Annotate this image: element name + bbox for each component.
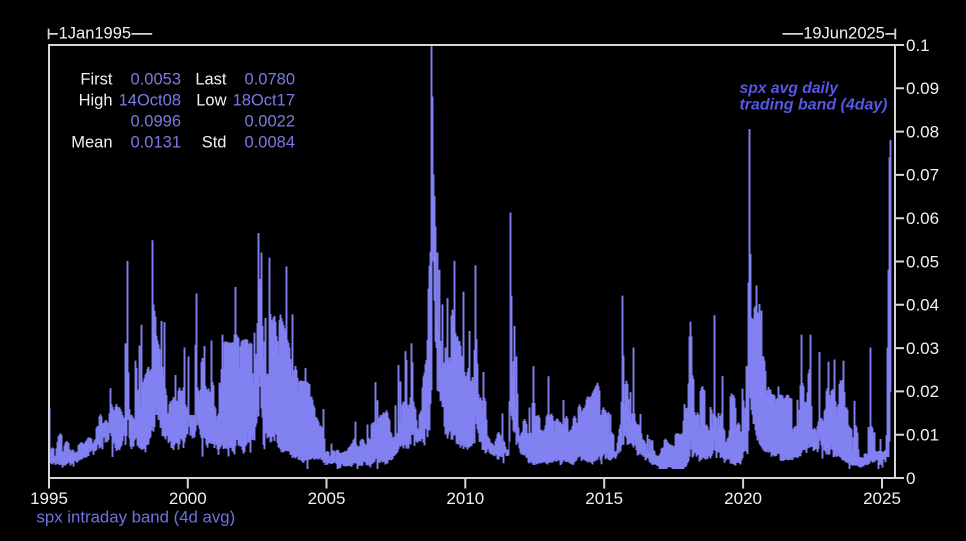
svg-text:First: First — [80, 71, 112, 89]
svg-text:1Jan1995: 1Jan1995 — [59, 25, 132, 43]
svg-text:0.0780: 0.0780 — [245, 71, 295, 89]
svg-text:0.0131: 0.0131 — [131, 134, 181, 152]
svg-text:0.1: 0.1 — [906, 36, 930, 55]
svg-text:Last: Last — [195, 71, 227, 89]
svg-text:1995: 1995 — [30, 489, 68, 508]
svg-text:2025: 2025 — [863, 489, 901, 508]
svg-text:2020: 2020 — [724, 489, 762, 508]
svg-text:2005: 2005 — [308, 489, 346, 508]
svg-text:0.0053: 0.0053 — [131, 71, 181, 89]
svg-text:0.01: 0.01 — [906, 426, 939, 445]
svg-text:0.04: 0.04 — [906, 296, 939, 315]
svg-text:0.02: 0.02 — [906, 382, 939, 401]
svg-text:spx avg daily: spx avg daily — [740, 80, 840, 97]
svg-text:0.08: 0.08 — [906, 122, 939, 141]
svg-text:0.03: 0.03 — [906, 339, 939, 358]
svg-text:2015: 2015 — [585, 489, 623, 508]
svg-text:19Jun2025: 19Jun2025 — [803, 25, 885, 43]
svg-text:trading band (4day): trading band (4day) — [740, 96, 888, 113]
svg-text:18Oct17: 18Oct17 — [233, 92, 295, 110]
svg-text:0.06: 0.06 — [906, 209, 939, 228]
svg-text:2010: 2010 — [446, 489, 484, 508]
svg-text:Low: Low — [196, 92, 226, 110]
svg-text:0: 0 — [906, 469, 915, 488]
svg-text:Std: Std — [202, 134, 227, 152]
svg-text:0.0084: 0.0084 — [245, 134, 295, 152]
svg-text:2000: 2000 — [169, 489, 207, 508]
svg-text:Mean: Mean — [71, 134, 112, 152]
svg-text:0.05: 0.05 — [906, 252, 939, 271]
svg-text:14Oct08: 14Oct08 — [119, 92, 181, 110]
svg-text:spx intraday band (4d avg): spx intraday band (4d avg) — [37, 508, 236, 527]
svg-text:High: High — [79, 92, 113, 110]
svg-text:0.0996: 0.0996 — [131, 113, 181, 131]
svg-text:0.09: 0.09 — [906, 79, 939, 98]
svg-text:0.0022: 0.0022 — [245, 113, 295, 131]
svg-text:0.07: 0.07 — [906, 166, 939, 185]
